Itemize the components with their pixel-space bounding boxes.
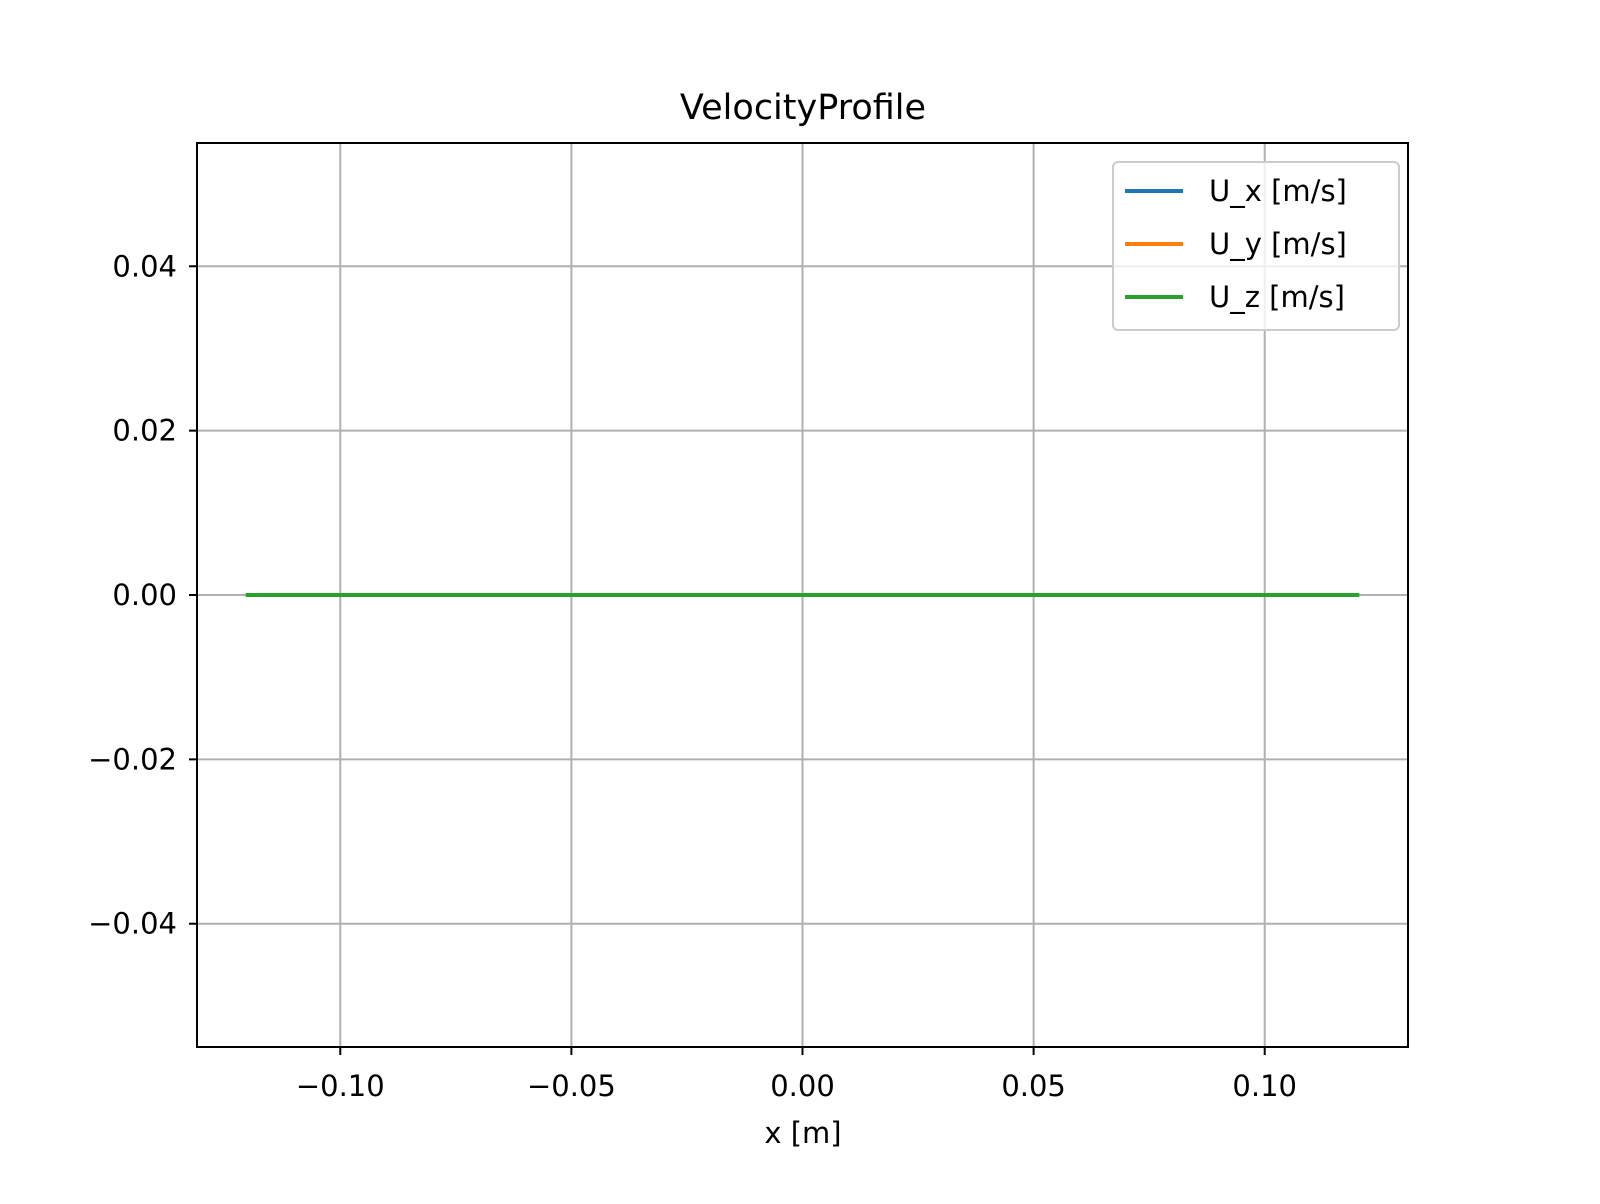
y-tick-label: 0.00 <box>112 578 177 612</box>
x-tick-label: 0.10 <box>1232 1069 1297 1103</box>
x-tick-label: 0.05 <box>1001 1069 1066 1103</box>
legend-label: U_z [m/s] <box>1209 280 1345 314</box>
legend-box <box>1112 161 1400 331</box>
y-tick-label: −0.04 <box>88 907 177 941</box>
x-tick-label: −0.10 <box>296 1069 385 1103</box>
legend-label: U_y [m/s] <box>1209 227 1347 261</box>
legend: U_x [m/s] U_y [m/s] U_z [m/s] <box>1112 161 1400 331</box>
x-tick-label: 0.00 <box>770 1069 835 1103</box>
y-tick-label: 0.02 <box>112 414 177 448</box>
chart-title: VelocityProfile <box>680 88 926 128</box>
y-tick-label: 0.04 <box>112 249 177 283</box>
axis-ticks: −0.10 −0.05 0.00 0.05 0.10 0.04 0.02 0.00 −0.02 −… <box>88 249 1297 1103</box>
x-tick-label: −0.05 <box>527 1069 616 1103</box>
y-tick-label: −0.02 <box>88 742 177 776</box>
legend-label: U_x [m/s] <box>1209 174 1347 208</box>
x-axis-label: x [m] <box>764 1116 841 1150</box>
